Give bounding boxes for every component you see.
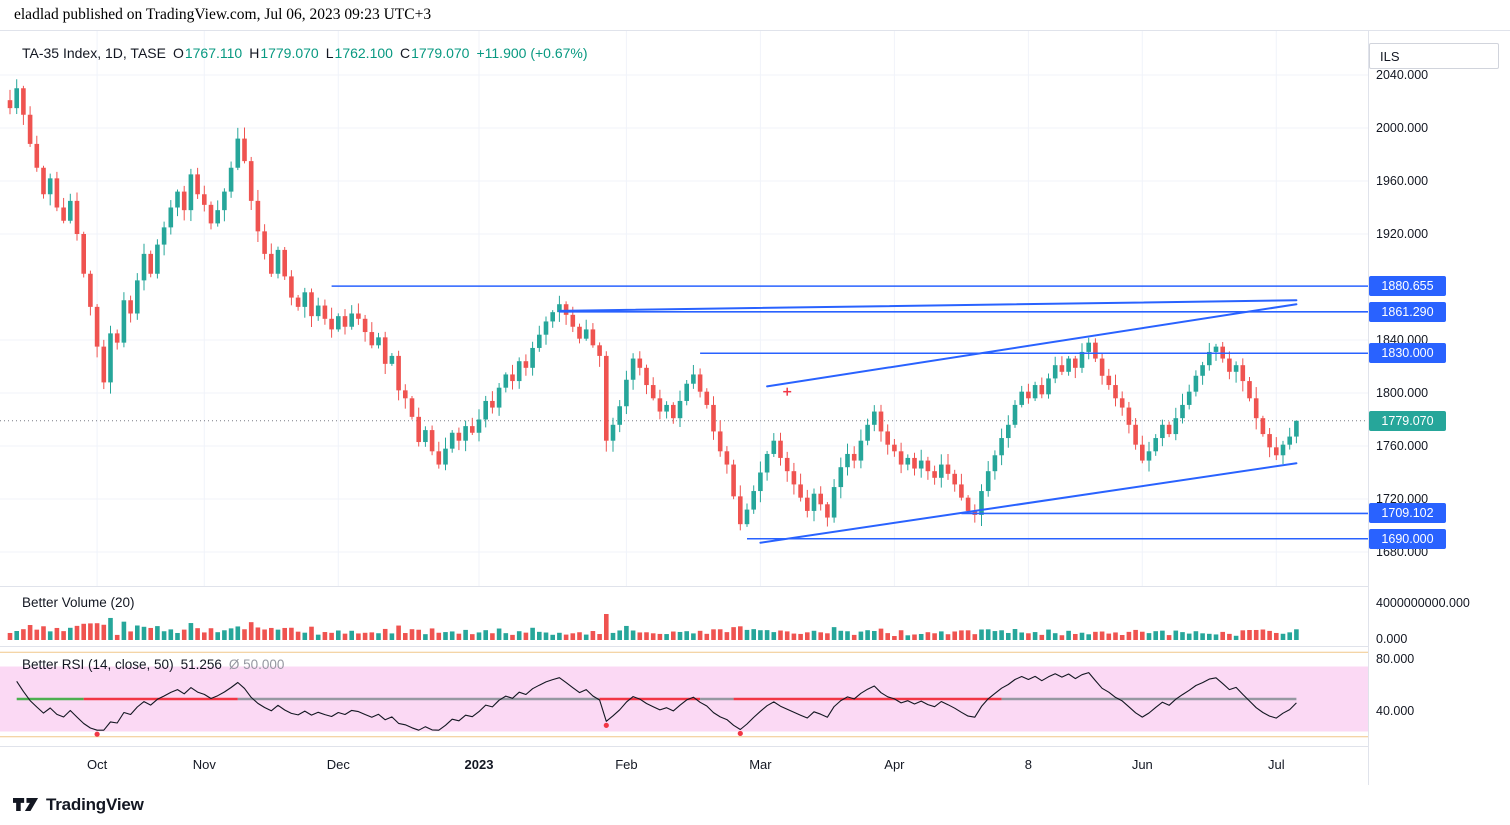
ohlc-low: L 1762.100 xyxy=(326,45,393,61)
time-label: Dec xyxy=(326,757,350,772)
volume-tick: 0.000 xyxy=(1376,632,1408,646)
rsi-tick: 80.000 xyxy=(1376,652,1415,666)
ohlc-high-value: 1779.070 xyxy=(260,45,319,61)
time-axis[interactable]: Oct Nov Dec 2023 Feb Mar Apr 8 Jun Jul xyxy=(0,746,1368,786)
ohlc-low-key: L xyxy=(325,45,334,61)
currency-label: ILS xyxy=(1380,48,1400,64)
time-label: 8 xyxy=(1024,757,1033,772)
volume-tick: 4000000000.000 xyxy=(1376,596,1470,610)
footer-bar: TradingView xyxy=(0,785,1510,825)
tradingview-wordmark: TradingView xyxy=(46,795,144,814)
time-label: Apr xyxy=(884,757,905,772)
time-label: Nov xyxy=(192,757,216,772)
attribution-text: eladlad published on TradingView.com, Ju… xyxy=(14,6,432,23)
tradingview-mark-icon xyxy=(13,798,39,812)
price-level-tag: 1861.290 xyxy=(1369,301,1446,322)
price-level-tag: 1690.000 xyxy=(1369,528,1446,549)
attribution-bar: eladlad published on TradingView.com, Ju… xyxy=(0,0,1510,30)
rsi-panel[interactable]: Better RSI (14, close, 50) 51.256 Ø 50.0… xyxy=(0,646,1368,746)
price-tick: 1760.000 xyxy=(1376,439,1429,453)
rsi-average: Ø 50.000 xyxy=(228,657,285,672)
time-label: Mar xyxy=(749,757,772,772)
rsi-tick: 40.000 xyxy=(1376,704,1415,718)
ohlc-high: H 1779.070 xyxy=(249,45,319,61)
change-value: +11.900 (+0.67%) xyxy=(476,45,588,61)
volume-indicator-title[interactable]: Better Volume (20) xyxy=(22,595,135,610)
time-label: Oct xyxy=(86,757,108,772)
price-tick: 2040.000 xyxy=(1376,68,1429,82)
ohlc-low-value: 1762.100 xyxy=(334,45,393,61)
last-price-tag: 1779.070 xyxy=(1369,410,1446,431)
tradingview-logo[interactable]: TradingView xyxy=(13,795,144,815)
symbol-title[interactable]: TA-35 Index, 1D, TASE xyxy=(22,45,166,61)
price-level-tag: 1830.000 xyxy=(1369,343,1446,364)
currency-selector[interactable]: ILS xyxy=(1369,43,1499,69)
price-axis[interactable]: ILS 2040.000 2000.000 1960.000 1920.000 1840… xyxy=(1368,31,1510,786)
price-level-tag: 1709.102 xyxy=(1369,503,1446,524)
candlestick-chart[interactable] xyxy=(0,31,1368,586)
ohlc-close: C 1779.070 xyxy=(400,45,470,61)
price-tick: 1720.000 xyxy=(1376,492,1429,506)
price-panel[interactable]: TA-35 Index, 1D, TASE O 1767.110 H 1779.07… xyxy=(0,31,1368,586)
rsi-legend: Better RSI (14, close, 50) 51.256 Ø 50.0… xyxy=(22,657,284,672)
chart-area: TA-35 Index, 1D, TASE O 1767.110 H 1779.07… xyxy=(0,30,1510,786)
time-label: Jun xyxy=(1131,757,1153,772)
ohlc-open-value: 1767.110 xyxy=(184,45,243,61)
volume-bars[interactable] xyxy=(0,587,1368,646)
price-tick: 1960.000 xyxy=(1376,174,1429,188)
time-label: Jul xyxy=(1267,757,1285,772)
ohlc-close-key: C xyxy=(399,45,411,61)
volume-panel[interactable]: Better Volume (20) xyxy=(0,586,1368,646)
rsi-value: 51.256 xyxy=(180,657,222,672)
price-tick: 2000.000 xyxy=(1376,121,1429,135)
ohlc-high-key: H xyxy=(249,45,260,61)
price-level-tag: 1880.655 xyxy=(1369,276,1446,297)
price-tick: 1800.000 xyxy=(1376,386,1429,400)
rsi-plot[interactable] xyxy=(0,647,1368,746)
rsi-indicator-title[interactable]: Better RSI (14, close, 50) xyxy=(22,657,174,672)
time-label: Feb xyxy=(615,757,638,772)
volume-legend: Better Volume (20) xyxy=(22,595,135,610)
ohlc-open: O 1767.110 xyxy=(173,45,242,61)
price-legend: TA-35 Index, 1D, TASE O 1767.110 H 1779.07… xyxy=(22,45,588,61)
time-label: 2023 xyxy=(464,757,494,772)
ohlc-close-value: 1779.070 xyxy=(411,45,470,61)
price-tick: 1920.000 xyxy=(1376,227,1429,241)
ohlc-open-key: O xyxy=(172,45,184,61)
